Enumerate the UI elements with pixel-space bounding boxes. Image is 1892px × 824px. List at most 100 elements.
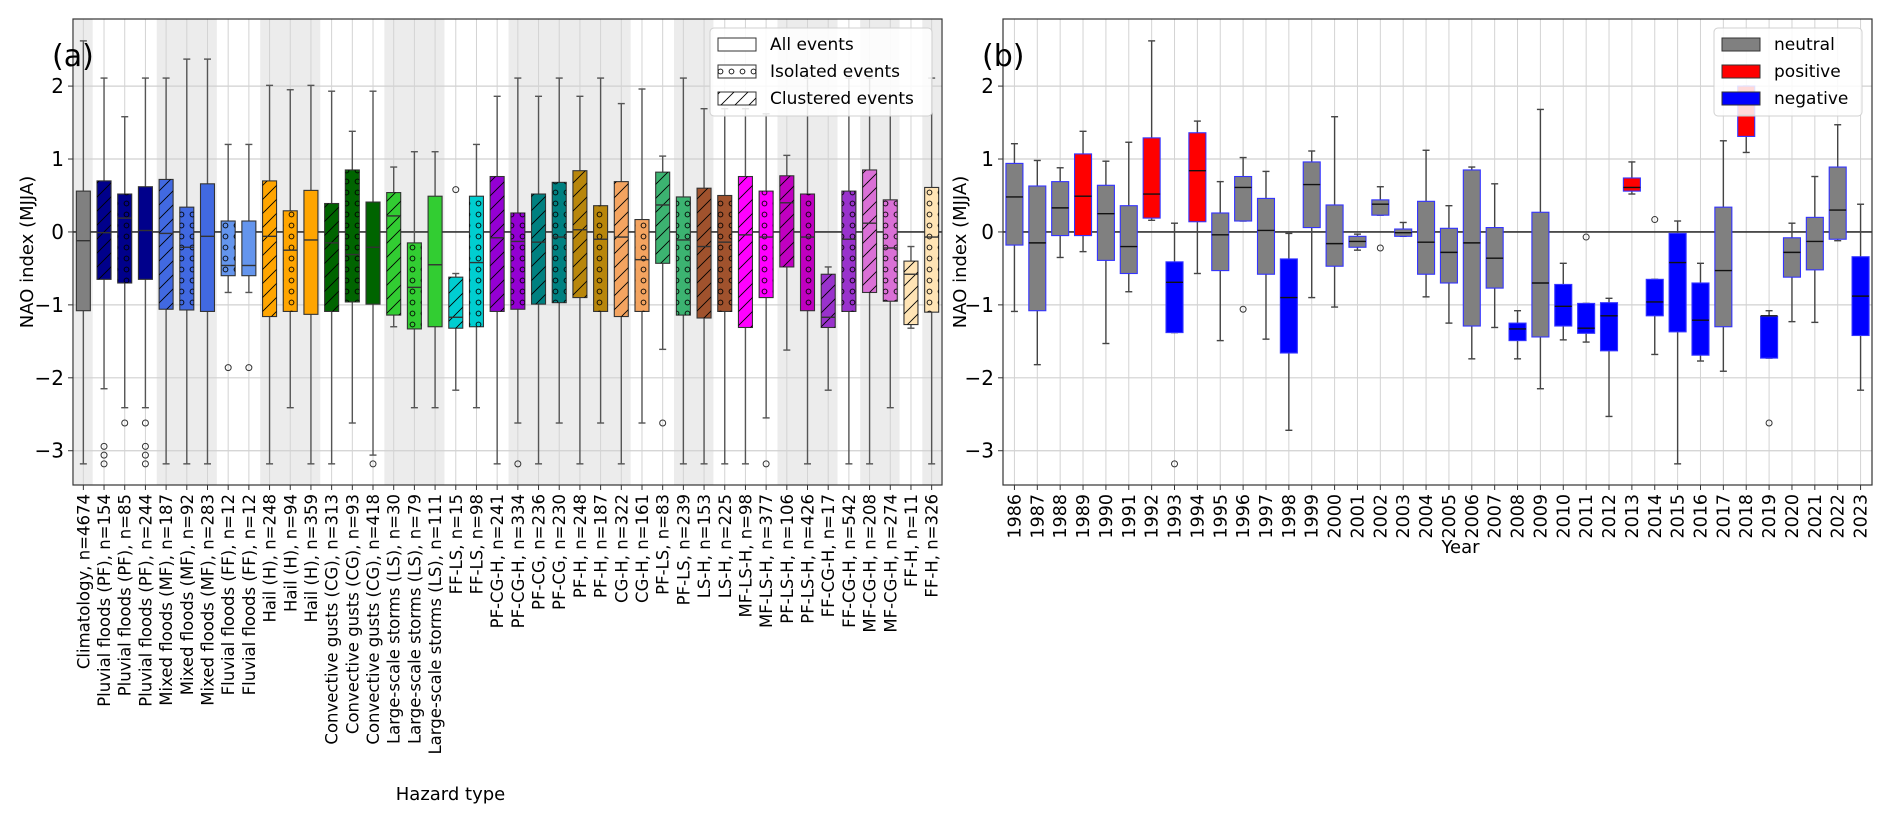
box-hatch-dots [593, 205, 608, 312]
y-tick-label: 2 [981, 74, 994, 98]
outlier-point [369, 460, 377, 468]
x-tick-label: 1988 [1051, 494, 1071, 539]
outlier-point [514, 460, 522, 468]
legend-swatch [1721, 64, 1761, 79]
box-iqr [427, 195, 443, 328]
outlier-point [1651, 216, 1659, 224]
box-hatch-diagonal [821, 274, 836, 328]
x-tick-label: 1994 [1188, 494, 1208, 539]
box-hatch-dots [883, 199, 898, 302]
box-hazard [613, 102, 629, 465]
box-year [1142, 40, 1161, 221]
x-tick-label: 2004 [1417, 494, 1437, 539]
x-tick-label: 2011 [1577, 494, 1597, 539]
x-tick-label: MF-CG-H, n=274 [881, 494, 900, 633]
outlier-point [141, 451, 149, 459]
x-tick-label: 1991 [1120, 494, 1140, 539]
legend: All events Isolated events Clustered event… [709, 27, 933, 117]
y-tick-label: 0 [981, 220, 994, 244]
y-tick-label: −2 [965, 366, 994, 390]
box-year [1828, 124, 1847, 242]
shaded-band [508, 19, 631, 485]
x-tick-label: FF-H, n=326 [923, 494, 942, 598]
box-hatch-diagonal [697, 188, 712, 318]
box-hazard [799, 77, 816, 465]
x-tick-label: 1989 [1074, 494, 1094, 539]
legend-swatch [1721, 37, 1761, 52]
y-tick-label: 1 [51, 147, 64, 171]
box-iqr [1531, 211, 1550, 338]
x-tick-label: PF-CG, n=230 [550, 494, 569, 610]
box-iqr [1051, 181, 1070, 237]
boxplots [75, 40, 940, 468]
x-tick-label: 2012 [1600, 494, 1620, 539]
box-year [1760, 310, 1779, 427]
box-iqr [1256, 197, 1276, 275]
x-tick-label: 2019 [1760, 494, 1780, 539]
axes-frame [72, 18, 943, 486]
box-year [1348, 233, 1367, 251]
x-tick-label: 2006 [1463, 494, 1483, 539]
panel-b-year: 210−1−2−3 1986 1987 1988 1989 1990 1991 1992 19… [950, 18, 1873, 558]
box-iqr [1439, 227, 1458, 284]
outlier-point [762, 460, 770, 468]
x-tick-label: Large-scale storms (LS), n=30 [385, 494, 404, 744]
box-iqr [1371, 199, 1390, 216]
box-year [1554, 262, 1573, 341]
box-hazard [489, 95, 505, 465]
box-hatch-diagonal [324, 203, 339, 312]
box-hazard [510, 77, 526, 468]
box-hazard [158, 77, 174, 465]
x-tick-label: Hail (H), n=359 [302, 494, 321, 622]
x-tick-label: CG-H, n=161 [633, 494, 652, 603]
x-tick-label: 1997 [1257, 494, 1277, 539]
panel-label: (b) [982, 39, 1024, 74]
x-tick-label: LS-H, n=153 [695, 494, 714, 598]
box-year [1211, 180, 1230, 342]
box-year [1279, 232, 1298, 432]
x-tick-label: 1986 [1005, 494, 1025, 539]
box-hazard [199, 58, 216, 465]
y-tick-label: 2 [51, 74, 64, 98]
x-tick-label: 2008 [1509, 494, 1529, 539]
x-tick-label: Pluvial floods (PF), n=244 [136, 494, 155, 707]
x-tick-label: CG-H, n=322 [612, 494, 631, 603]
legend-label: All events [770, 35, 854, 55]
x-tick-label: Pluvial floods (PF), n=85 [116, 494, 135, 696]
outlier-point [1582, 233, 1590, 241]
x-tick-label: 2017 [1714, 494, 1734, 539]
x-tick-label: PF-CG-H, n=334 [509, 494, 528, 628]
y-axis-label: NAO index (MJJA) [950, 176, 971, 329]
x-tick-label: 1987 [1028, 494, 1048, 539]
axes-frame [1002, 18, 1873, 486]
x-tick-label: Convective gusts (CG), n=93 [343, 494, 362, 734]
legend-label: Isolated events [770, 62, 900, 82]
x-tick-label: PF-H, n=248 [571, 494, 590, 598]
x-tick-label: Mixed floods (MF), n=283 [198, 494, 217, 706]
box-year [1508, 310, 1527, 360]
box-iqr [1096, 184, 1115, 261]
outlier-point [141, 442, 149, 450]
x-tick-label: Pluvial floods (PF), n=154 [95, 494, 114, 707]
outlier-point [1376, 244, 1384, 252]
x-tick-label: LS-H, n=225 [716, 494, 735, 598]
box-year [1119, 141, 1138, 293]
x-tick-label: FF-LS, n=98 [467, 494, 486, 594]
x-tick-label: 1999 [1303, 494, 1323, 539]
box-iqr [1599, 302, 1619, 352]
box-hatch-diagonal [779, 175, 794, 267]
box-hazard [448, 186, 464, 391]
x-tick-label: FF-CG-H, n=542 [840, 494, 859, 628]
box-iqr [1462, 169, 1481, 327]
x-tick-label: 1990 [1097, 494, 1117, 539]
box-iqr [1417, 200, 1436, 275]
box-hazard [924, 77, 940, 465]
box-hatch-diagonal [262, 180, 277, 317]
box-year [1622, 161, 1641, 195]
x-tick-label: 1995 [1211, 494, 1231, 539]
panel-label: (a) [52, 39, 94, 74]
y-tick-labels: 2 1 0 −1 −2 −3 [965, 74, 1003, 463]
box-year [1073, 130, 1093, 253]
box-hazard [137, 77, 153, 468]
